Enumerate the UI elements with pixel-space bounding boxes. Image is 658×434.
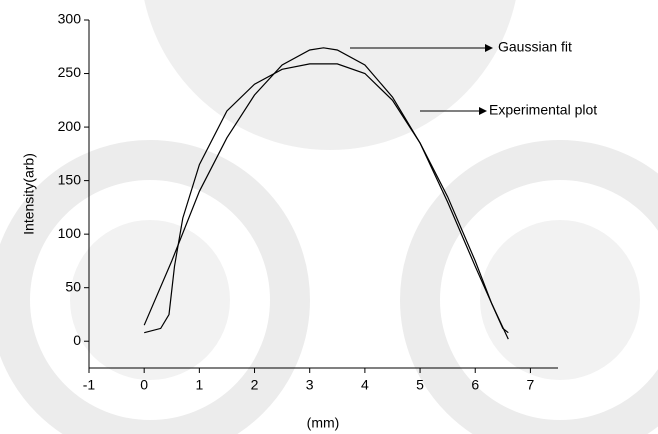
line-series [144, 63, 509, 334]
y-tick-label: 250 [58, 64, 82, 80]
x-axis-label: (mm) [307, 415, 340, 431]
y-tick-label: 150 [58, 171, 82, 187]
y-tick-label: 0 [73, 332, 81, 348]
y-tick-label: 50 [65, 278, 81, 294]
x-tick-label: 1 [195, 377, 203, 393]
line-series [143, 47, 509, 340]
x-tick-label: 6 [471, 377, 479, 393]
annotation-arrows [350, 44, 493, 115]
x-tick-label: 2 [251, 377, 259, 393]
x-tick-label: 4 [361, 377, 369, 393]
y-tick-label: 100 [58, 225, 82, 241]
annotation: Experimental plot [489, 102, 597, 118]
annotation: Gaussian fit [498, 39, 572, 55]
x-tick-label: 3 [306, 377, 314, 393]
x-tick-label: 0 [140, 377, 148, 393]
x-tick-label: 5 [416, 377, 424, 393]
x-tick-label: -1 [83, 377, 96, 393]
y-tick-label: 300 [58, 11, 82, 27]
y-tick-label: 200 [58, 118, 82, 134]
y-axis-label: Intensity(arb) [21, 153, 37, 235]
x-tick-label: 7 [527, 377, 535, 393]
